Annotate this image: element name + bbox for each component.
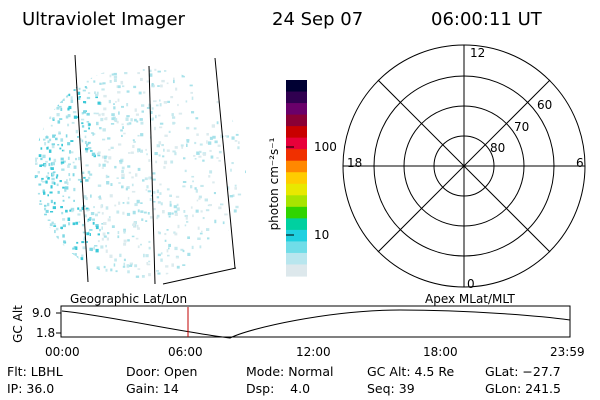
colorbar-segment bbox=[286, 206, 307, 219]
auroral-emission-image bbox=[34, 66, 246, 278]
longitude-line bbox=[148, 65, 156, 285]
polar-plot bbox=[342, 44, 586, 288]
timeline-ytick-high: 9.0 bbox=[32, 306, 52, 320]
info-glon: GLon: 241.5 bbox=[485, 381, 561, 396]
latitude-line bbox=[162, 267, 237, 285]
colorbar-segment bbox=[286, 103, 307, 116]
mlat-label-60: 60 bbox=[537, 98, 553, 112]
timeline-xtick-0000: 00:00 bbox=[45, 345, 80, 359]
timeline-xtick-1800: 18:00 bbox=[423, 345, 458, 359]
colorbar-segment bbox=[286, 126, 307, 139]
colorbar-segment bbox=[286, 252, 307, 266]
colorbar-segment bbox=[286, 264, 307, 277]
colorbar-segment bbox=[286, 114, 307, 127]
info-mode: Mode: Normal bbox=[246, 364, 334, 379]
mlat-label-70: 70 bbox=[514, 120, 530, 134]
uv-image-panel bbox=[34, 54, 246, 285]
info-door: Door: Open bbox=[126, 364, 198, 379]
instrument-title: Ultraviolet Imager bbox=[22, 9, 185, 30]
colorbar-tick-label-10: 10 bbox=[314, 228, 330, 242]
colorbar-unit-label: photon cm⁻²s⁻¹ bbox=[267, 137, 281, 231]
mlt-label-6: 6 bbox=[576, 156, 584, 170]
timeline-frame bbox=[60, 305, 571, 338]
info-gain: Gain: 14 bbox=[126, 381, 179, 396]
colorbar-segment bbox=[286, 229, 307, 243]
mlt-diagonal bbox=[377, 79, 551, 253]
colorbar-segment bbox=[286, 172, 307, 185]
time-label: 06:00:11 UT bbox=[431, 9, 542, 30]
longitude-line bbox=[74, 54, 89, 283]
timeline-xtick-1200: 12:00 bbox=[296, 345, 331, 359]
image-caption: Geographic Lat/Lon bbox=[70, 292, 188, 306]
info-filter: Flt: LBHL bbox=[7, 364, 63, 379]
timeline-xtick-2359: 23:59 bbox=[550, 345, 585, 359]
colorbar-segment bbox=[286, 91, 307, 104]
mlat-label-80: 80 bbox=[490, 141, 506, 155]
colorbar-tick-label-100: 100 bbox=[314, 140, 337, 154]
colorbar-segment bbox=[286, 137, 307, 150]
polar-caption: Apex MLat/MLT bbox=[425, 292, 515, 306]
date-label: 24 Sep 07 bbox=[272, 9, 364, 30]
altitude-curve bbox=[61, 309, 571, 339]
colorbar-segment bbox=[286, 218, 307, 231]
colorbar-segment bbox=[286, 241, 307, 254]
colorbar-segment bbox=[286, 149, 307, 162]
longitude-line bbox=[214, 57, 236, 269]
colorbar-segment bbox=[286, 195, 307, 208]
color-scale-bar bbox=[286, 80, 307, 277]
info-ip: IP: 36.0 bbox=[7, 381, 55, 396]
altitude-timeline bbox=[56, 305, 571, 339]
info-gc-alt: GC Alt: 4.5 Re bbox=[367, 364, 455, 379]
mlt-label-18: 18 bbox=[347, 156, 363, 170]
colorbar-segment bbox=[286, 183, 307, 196]
timeline-xtick-0600: 06:00 bbox=[168, 345, 203, 359]
mlt-label-12: 12 bbox=[470, 46, 486, 60]
info-dsp: Dsp: 4.0 bbox=[246, 381, 311, 396]
timeline-ytick-low: 1.8 bbox=[36, 326, 56, 340]
colorbar-segment bbox=[286, 160, 307, 173]
info-glat: GLat: −27.7 bbox=[485, 364, 561, 379]
mlt-label-0: 0 bbox=[467, 277, 475, 291]
colorbar-segment bbox=[286, 80, 307, 93]
info-seq: Seq: 39 bbox=[367, 381, 415, 396]
timeline-ylabel: GC Alt bbox=[11, 305, 25, 343]
